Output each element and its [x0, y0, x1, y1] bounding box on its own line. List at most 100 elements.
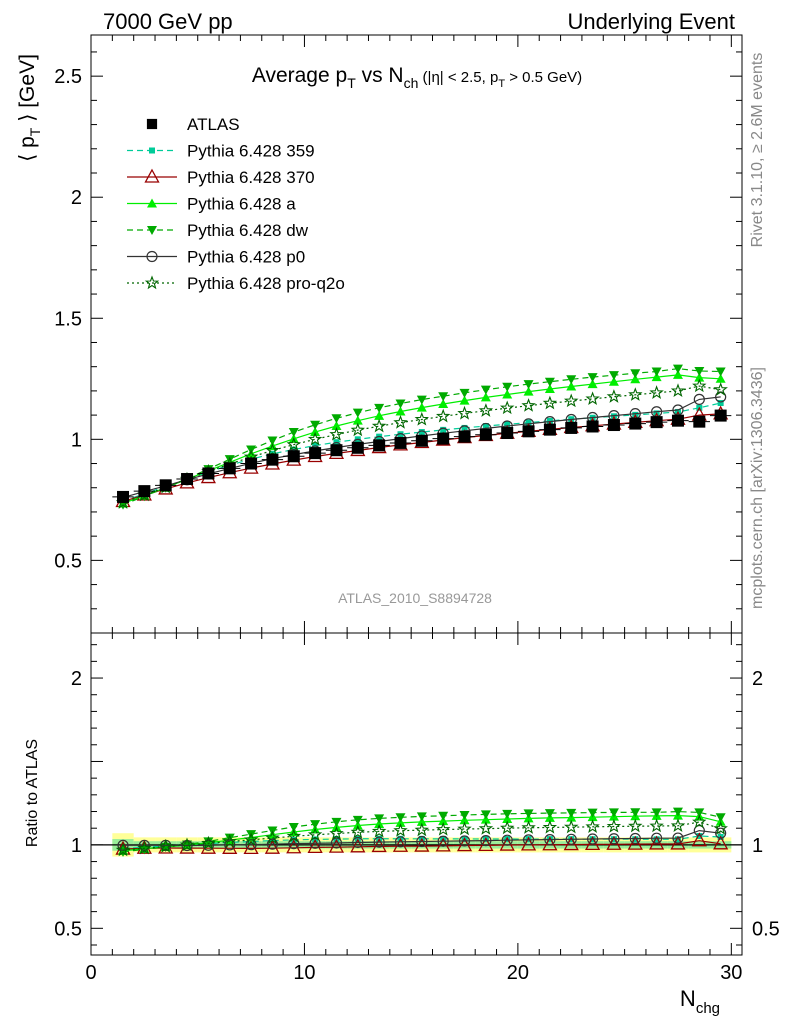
series-point-0 [717, 400, 724, 406]
mcplots-label: mcplots.cern.ch [arXiv:1306.3436] [749, 367, 766, 609]
ratio-point-3 [630, 808, 641, 818]
legend-marker [149, 147, 155, 154]
legend: ATLAS Pythia 6.428 359 Pythia 6.428 370 Pyt… [127, 115, 345, 293]
atlas-point [159, 479, 172, 492]
ratio-point-4 [522, 834, 535, 846]
series-point-5 [307, 431, 323, 446]
ratio-point-5 [500, 820, 515, 835]
y-tick-label: 1.5 [54, 308, 82, 330]
atlas-point [373, 439, 386, 452]
series-point-2 [523, 386, 534, 396]
x-tick-label: 10 [293, 962, 315, 984]
ratio-point-4 [458, 835, 471, 847]
series-point-2 [480, 392, 491, 402]
atlas-point [607, 419, 620, 432]
ratio-point-3 [203, 837, 214, 847]
series-point-2 [310, 427, 321, 437]
series-point-0 [461, 424, 468, 431]
ylabel-sub: T [27, 127, 43, 136]
legend-marker [147, 226, 157, 235]
ratio-point-3 [694, 808, 705, 818]
atlas-point [714, 409, 727, 422]
ratio-y-tick-label: 1 [71, 835, 82, 857]
ratio-point-4 [309, 837, 321, 849]
series-point-5 [436, 408, 451, 423]
series-point-3 [566, 375, 577, 385]
atlas-point [117, 490, 130, 503]
legend-label: Pythia 6.428 pro-q2o [187, 274, 345, 293]
ratio-point-1 [713, 835, 729, 850]
series-point-2 [651, 372, 662, 382]
ratio-frame [90, 632, 743, 956]
rivet-label: Rivet 3.1.10, ≥ 2.6M events [749, 53, 766, 248]
legend-marker [144, 168, 160, 183]
atlas-point [501, 427, 514, 440]
x-tick-label: 20 [507, 962, 529, 984]
series-point-5 [521, 398, 536, 412]
atlas-point [330, 444, 343, 457]
series-point-5 [628, 387, 643, 401]
atlas-point [245, 457, 258, 470]
ratio-point-3 [544, 809, 555, 819]
series-point-5 [265, 442, 280, 457]
analysis-watermark: ATLAS_2010_S8894728 [338, 590, 492, 606]
ratio-point-3 [395, 813, 406, 823]
ratio-point-5 [628, 818, 643, 833]
series-point-5 [350, 422, 365, 437]
ratio-point-3 [438, 811, 449, 821]
series-point-3 [544, 377, 555, 387]
series-point-0 [440, 426, 447, 433]
series-point-3 [502, 382, 513, 392]
ratio-point-4 [629, 832, 641, 845]
atlas-point [309, 447, 322, 460]
series-point-2 [374, 410, 385, 420]
atlas-point [394, 436, 407, 449]
series-line-0 [122, 402, 721, 502]
ratio-panel-series [115, 807, 729, 857]
series-point-4 [693, 393, 705, 405]
legend-label: Pythia 6.428 dw [187, 221, 309, 240]
series-point-0 [546, 417, 553, 424]
series-point-5 [542, 395, 558, 410]
ratio-point-4 [416, 835, 428, 848]
atlas-point [266, 453, 279, 466]
ratio-point-5 [521, 820, 536, 834]
atlas-point [565, 421, 578, 434]
y-tick-label: 0.5 [54, 550, 82, 572]
ratio-point-5 [137, 840, 152, 855]
series-point-3 [587, 373, 598, 383]
series-point-5 [692, 378, 707, 393]
atlas-point [479, 428, 492, 441]
ratio-point-5 [179, 837, 195, 852]
ratio-point-5 [436, 821, 451, 836]
atlas-point [415, 434, 428, 447]
series-point-0 [504, 421, 511, 428]
y-tick-label: 2 [71, 187, 82, 209]
title-cuts-b: > 0.5 GeV) [505, 69, 582, 86]
ratio-point-4 [715, 827, 727, 839]
series-point-5 [371, 418, 387, 433]
series-point-2 [395, 406, 406, 416]
x-tick-label: 0 [85, 962, 96, 984]
y-tick-label: 1 [71, 429, 82, 451]
ratio-point-3 [523, 809, 534, 819]
ratio-point-1 [222, 839, 238, 854]
series-point-2 [566, 381, 577, 391]
ratio-point-4 [693, 824, 705, 837]
y-axis-label-ratio: Ratio to ATLAS [24, 739, 41, 847]
ratio-point-5 [307, 827, 323, 841]
ratio-point-3 [352, 815, 363, 825]
ratio-point-5 [478, 821, 494, 835]
ratio-point-4 [651, 832, 663, 844]
ratio-point-4 [565, 833, 577, 845]
ratio-point-0 [653, 836, 660, 843]
ratio-point-5 [670, 818, 686, 833]
atlas-point [629, 417, 642, 430]
ratio-point-5 [692, 814, 707, 829]
ratio-point-2 [416, 816, 427, 826]
ratio-point-5 [542, 819, 558, 834]
chart-title: Average pT vs Nch (|η| < 2.5, pT > 0.5 G… [252, 64, 582, 91]
ratio-point-4 [245, 839, 257, 851]
title-sub2: ch [404, 75, 419, 91]
ratio-point-3 [331, 817, 342, 827]
